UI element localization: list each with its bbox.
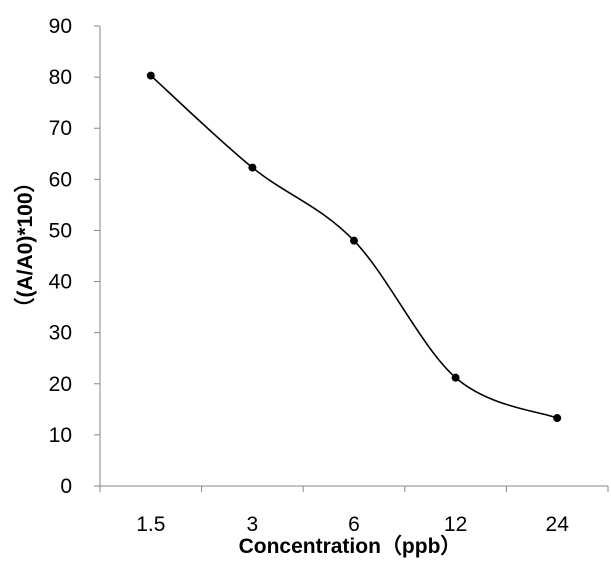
y-tick-label: 60	[49, 168, 72, 191]
x-tick-label: 6	[348, 513, 360, 536]
data-point	[451, 373, 460, 382]
y-tick-label: 70	[49, 117, 72, 140]
y-tick-label: 30	[49, 322, 72, 345]
y-tick-label: 40	[49, 271, 72, 294]
x-tick-label: 24	[546, 513, 570, 536]
y-axis-title: （(A/A0)*100）	[13, 171, 37, 318]
y-tick-label: 10	[49, 424, 72, 447]
y-tick-label: 50	[49, 219, 72, 242]
y-tick-label: 20	[49, 373, 72, 396]
data-point	[350, 236, 358, 245]
y-tick-label: 90	[49, 15, 72, 38]
series-layer	[146, 71, 562, 423]
y-tick-label: 0	[60, 475, 72, 498]
x-tick-label: 1.5	[136, 513, 165, 536]
data-point	[248, 163, 257, 172]
series-line	[150, 74, 558, 419]
data-point	[553, 414, 562, 423]
y-axis: 0 10 20 30 40 50 60 70 80 90	[49, 15, 101, 498]
x-tick-label: 12	[444, 513, 467, 536]
x-axis: 1.5 3 6 12 24	[99, 485, 609, 536]
data-point	[146, 71, 155, 80]
y-tick-label: 80	[49, 66, 72, 89]
x-tick-label: 3	[247, 513, 259, 536]
x-axis-title: Concentration（ppb）	[239, 534, 462, 558]
